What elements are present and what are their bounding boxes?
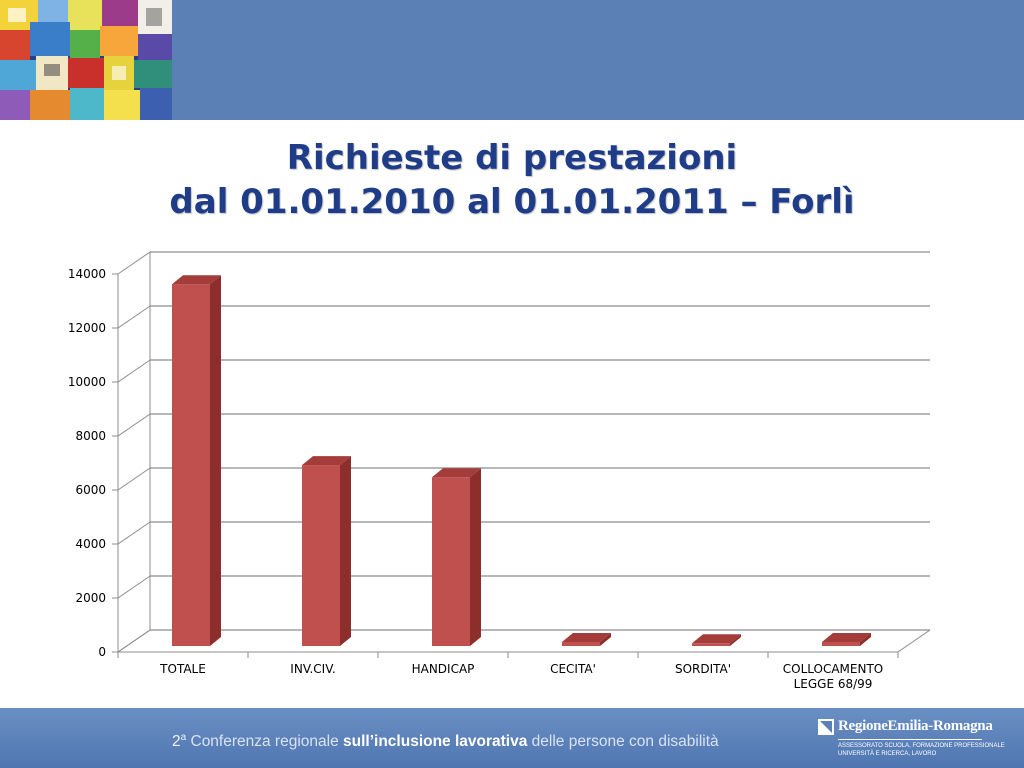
regione-flag-icon (818, 719, 834, 735)
bar-top (172, 275, 221, 285)
bar-chart: 0 2000 4000 6000 8000 10000 12000 14000 TOTALE I… (0, 236, 1024, 696)
regione-subtitle-2: UNIVERSITÀ E RICERCA, LAVORO (838, 751, 937, 757)
regione-subtitle-1: ASSESSORATO SCUOLA, FORMAZIONE PROFESSIO… (838, 743, 1005, 749)
regione-divider (838, 739, 982, 740)
bar (562, 641, 600, 646)
x-tick-label: COLLOCAMENTO LEGGE 68/99 (782, 662, 884, 691)
bar-side (860, 632, 871, 646)
gridline-side (117, 251, 151, 275)
y-tick-label: 10000 (68, 375, 106, 389)
slide-title: Richieste di prestazioni dal 01.01.2010 … (0, 136, 1024, 224)
gridline-side (117, 305, 151, 329)
y-tick-label: 4000 (75, 537, 106, 551)
x-tick-label: CECITA' (550, 662, 596, 676)
bar-side (470, 468, 481, 646)
chart-svg: 0 2000 4000 6000 8000 10000 12000 14000 (68, 251, 931, 659)
gridline-side (117, 521, 151, 545)
y-tick-label: 12000 (68, 321, 106, 335)
gridline-side (117, 629, 151, 653)
y-tick-label: 2000 (75, 591, 106, 605)
conference-ordinal: 2 (172, 733, 181, 750)
bar-top (432, 468, 481, 478)
title-line-2: dal 01.01.2010 al 01.01.2011 – Forlì (169, 182, 855, 222)
bar-top (562, 632, 611, 642)
y-tick-label: 8000 (75, 429, 106, 443)
y-tick-label: 6000 (75, 483, 106, 497)
title-line-1: Richieste di prestazioni (286, 138, 738, 178)
conference-part-2: sull’inclusione lavorativa (343, 733, 528, 750)
bar-side (210, 275, 221, 646)
regione-subtitle: ASSESSORATO SCUOLA, FORMAZIONE PROFESSIO… (838, 742, 1005, 758)
bar (822, 641, 860, 646)
regione-logo: RegioneEmilia-Romagna ASSESSORATO SCUOLA… (818, 718, 1005, 764)
header-band (0, 0, 1024, 120)
regione-name: RegioneEmilia-Romagna (838, 718, 993, 734)
conference-part-1: Conferenza regionale (186, 733, 344, 750)
gridline-side (117, 575, 151, 599)
gridline-side (117, 467, 151, 491)
y-tick-label: 14000 (68, 267, 106, 281)
bar-top (692, 634, 741, 644)
x-tick-label: INV.CIV. (290, 662, 336, 676)
conference-part-3: delle persone con disabilità (527, 733, 719, 750)
y-tick-label: 0 (98, 645, 106, 659)
bar-top (302, 456, 351, 466)
conference-ordinal-sup: a (180, 732, 187, 743)
bar (172, 284, 210, 646)
bar-side (600, 632, 611, 646)
bar (692, 643, 730, 646)
decorative-mosaic-image (0, 0, 172, 120)
bar-side (340, 456, 351, 646)
bar-side (730, 634, 741, 646)
bar (432, 477, 470, 646)
bar (302, 465, 340, 646)
gridline-side (117, 359, 151, 383)
x-tick-label: TOTALE (160, 662, 206, 676)
conference-title: 2a Conferenza regionale sull’inclusione … (172, 732, 719, 751)
floor-right-edge (897, 629, 931, 653)
bar-top (822, 632, 871, 642)
x-tick-label: SORDITA' (674, 662, 732, 676)
footer-band: 2a Conferenza regionale sull’inclusione … (0, 708, 1024, 768)
x-tick-label: HANDICAP (411, 662, 475, 676)
gridline-side (117, 413, 151, 437)
